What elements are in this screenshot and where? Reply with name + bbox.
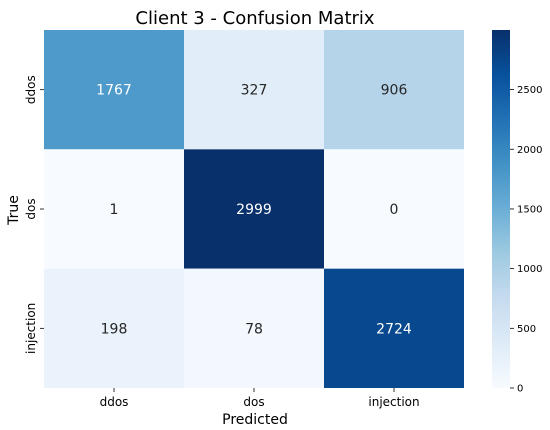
cell-value-label: 906 bbox=[381, 83, 408, 99]
cell-value-label: 2999 bbox=[236, 202, 272, 218]
colorbar-tick-label: 1000 bbox=[517, 264, 542, 275]
chart-title: Client 3 - Confusion Matrix bbox=[135, 8, 374, 29]
heatmap-cell bbox=[324, 149, 464, 269]
heatmap-cell bbox=[44, 30, 184, 150]
cell-value-label: 1 bbox=[110, 202, 119, 218]
cell-value-label: 78 bbox=[245, 321, 263, 337]
cell-value-label: 2724 bbox=[376, 321, 412, 337]
y-axis-label: True bbox=[6, 195, 22, 226]
x-tick-label: ddos bbox=[100, 395, 129, 409]
colorbar-tick-label: 0 bbox=[517, 384, 523, 395]
y-axis-ticks: ddos dos injection bbox=[24, 75, 44, 354]
colorbar-tick-label: 2000 bbox=[517, 145, 542, 156]
colorbar-tick-label: 1500 bbox=[517, 204, 542, 215]
colorbar-tick-label: 500 bbox=[517, 324, 536, 335]
x-tick-label: dos bbox=[243, 395, 264, 409]
x-axis-ticks: ddos dos injection bbox=[100, 388, 420, 409]
heatmap-cell bbox=[324, 30, 464, 150]
y-tick-label: ddos bbox=[24, 75, 38, 104]
x-axis-label: Predicted bbox=[222, 412, 288, 428]
x-tick-label: injection bbox=[368, 395, 419, 409]
colorbar bbox=[492, 30, 510, 388]
heatmap-cell bbox=[44, 268, 184, 388]
cell-value-label: 327 bbox=[241, 83, 268, 99]
colorbar-ticks: 0 500 1000 1500 2000 2500 bbox=[510, 85, 542, 395]
colorbar-tick-label: 2500 bbox=[517, 85, 542, 96]
y-tick-label: dos bbox=[24, 198, 38, 219]
cell-value-label: 0 bbox=[390, 202, 399, 218]
heatmap-cell bbox=[184, 268, 324, 388]
heatmap-cell bbox=[184, 30, 324, 150]
heatmap-cell bbox=[324, 268, 464, 388]
y-tick-label: injection bbox=[24, 303, 38, 354]
heatmap-cells: 1767 327 906 1 2999 0 198 78 2724 bbox=[44, 30, 464, 388]
cell-value-label: 198 bbox=[101, 321, 128, 337]
heatmap-cell bbox=[44, 149, 184, 269]
cell-value-label: 1767 bbox=[96, 83, 132, 99]
heatmap-cell bbox=[184, 149, 324, 269]
